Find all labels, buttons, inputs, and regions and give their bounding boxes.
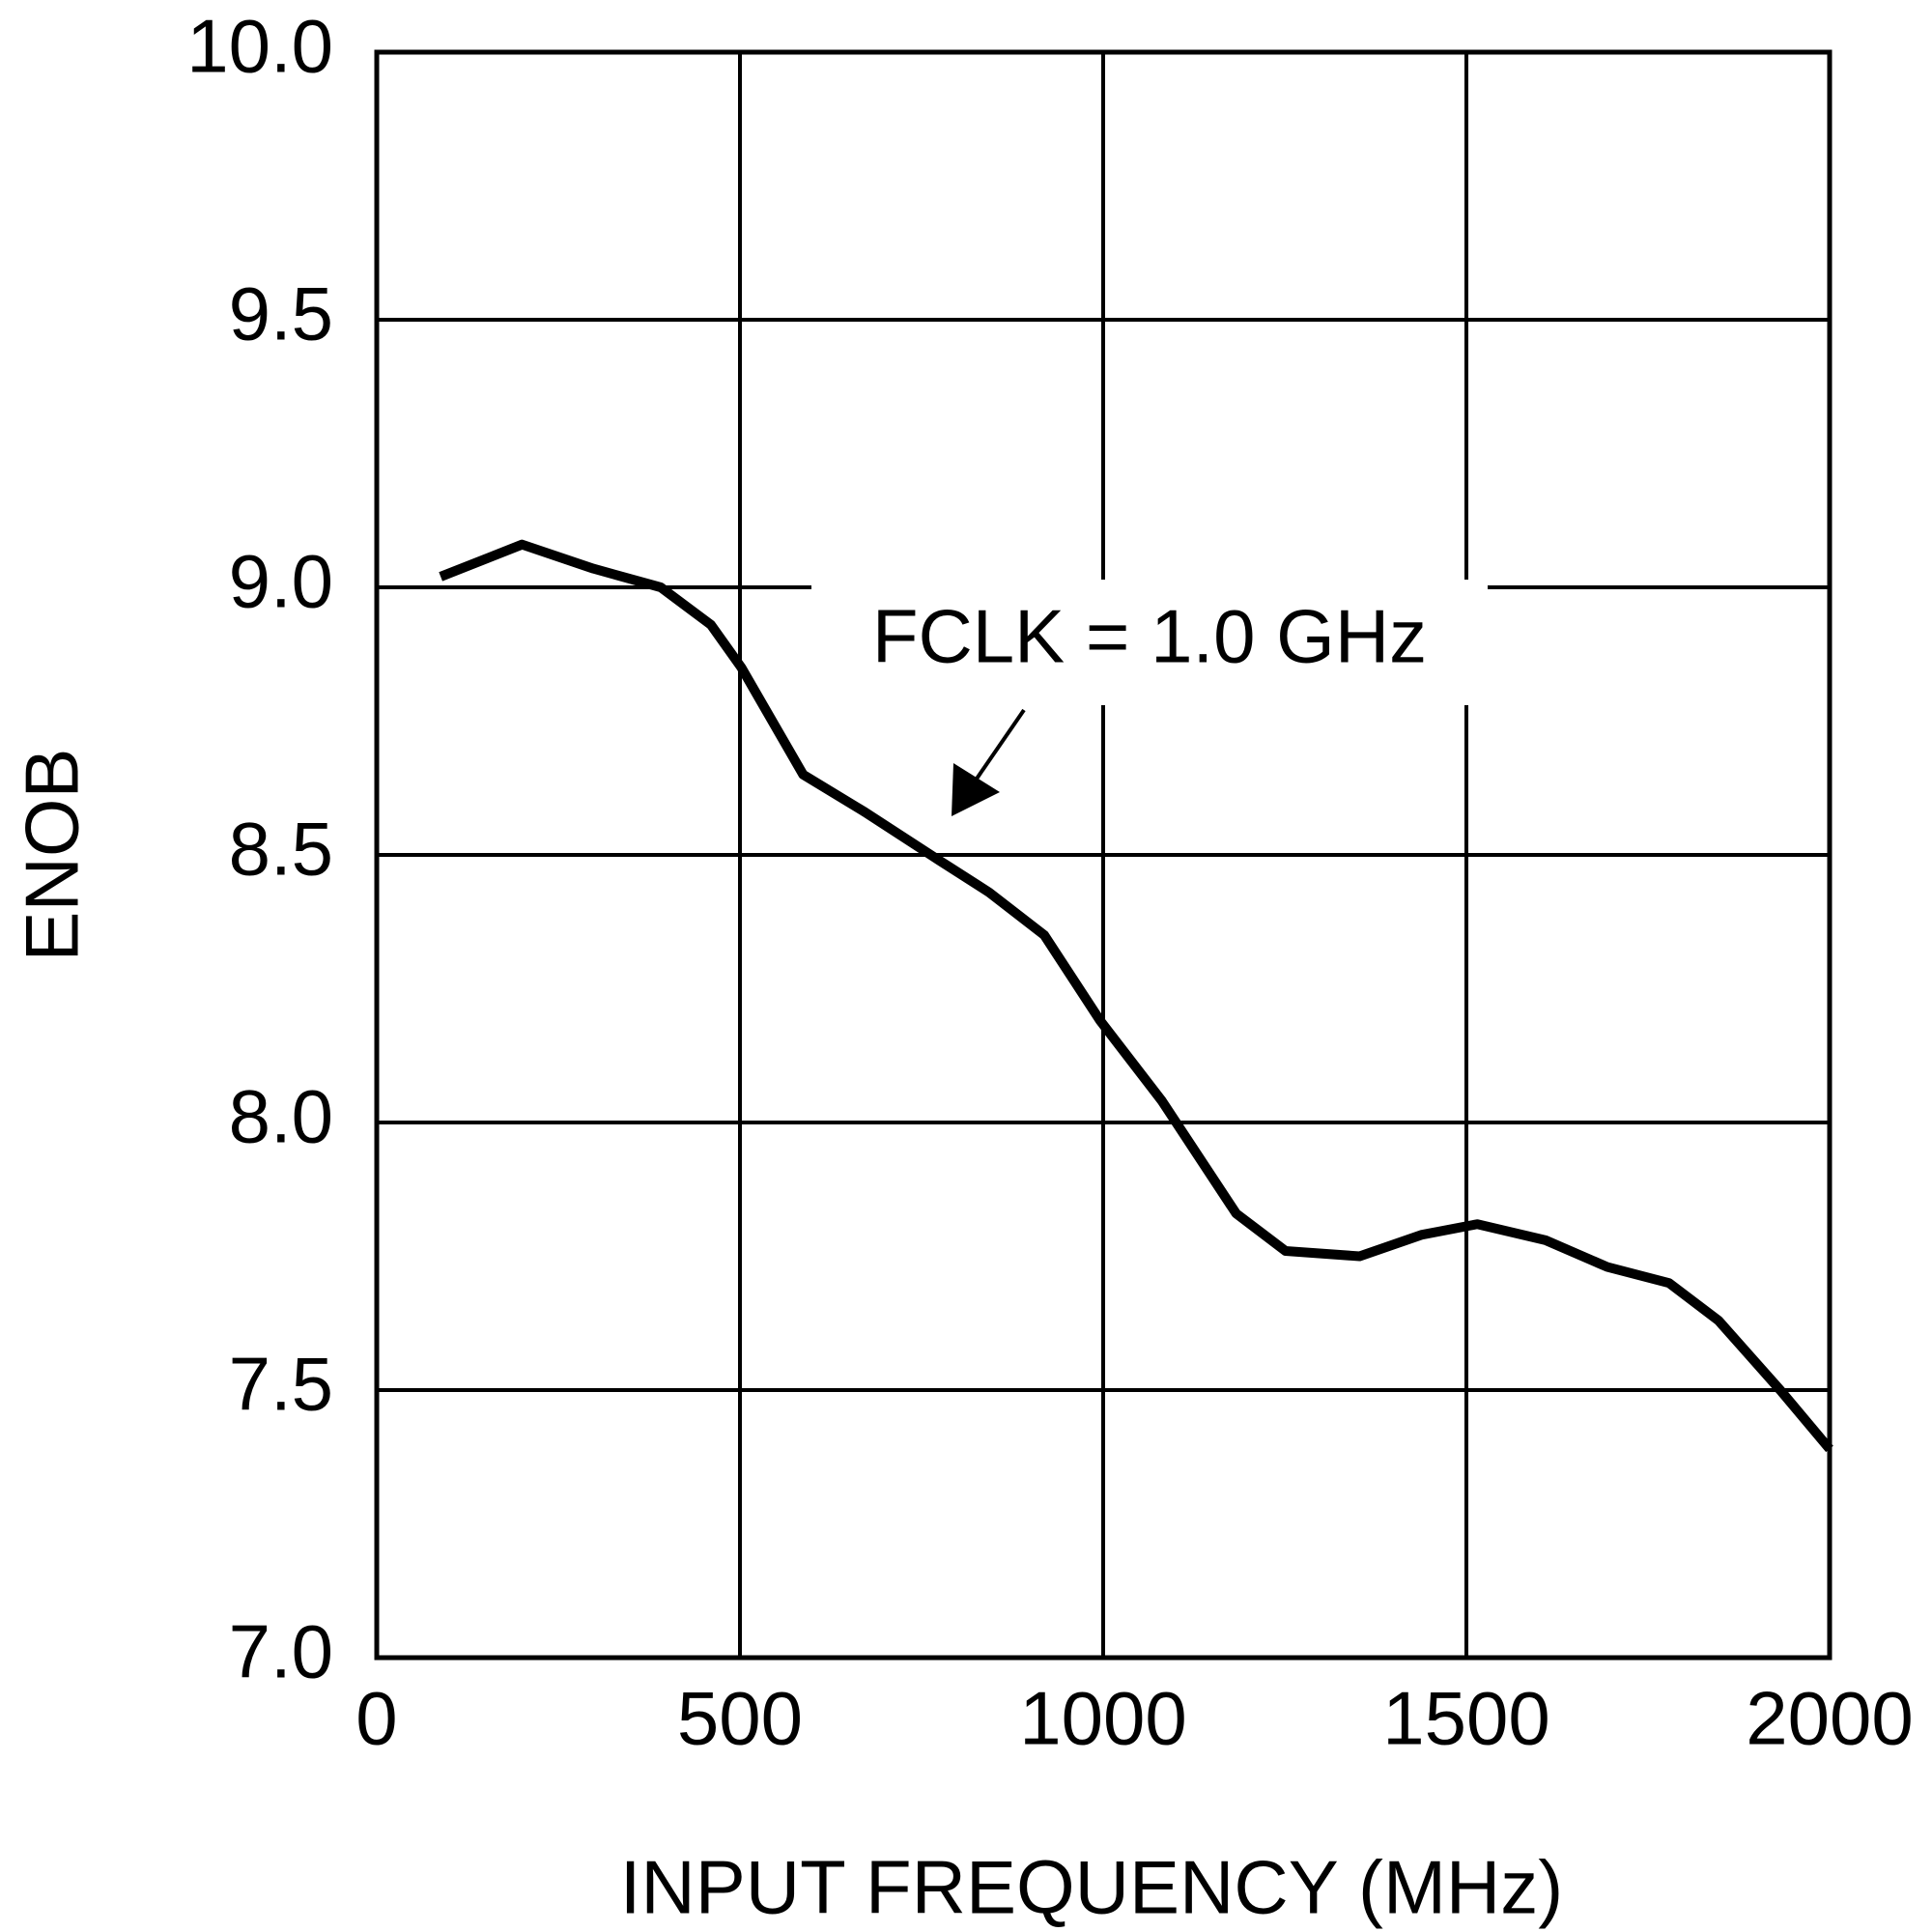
y-tick-label: 7.5 xyxy=(229,1342,333,1427)
annotation-background xyxy=(811,580,1488,705)
x-tick-label: 1500 xyxy=(1382,1676,1550,1761)
y-tick-label: 8.5 xyxy=(229,807,333,892)
x-tick-label: 0 xyxy=(355,1676,397,1761)
y-tick-label: 10.0 xyxy=(186,4,333,89)
x-tick-label: 1000 xyxy=(1019,1676,1187,1761)
y-tick-label: 8.0 xyxy=(229,1074,333,1159)
y-tick-label: 9.0 xyxy=(229,539,333,624)
data-line xyxy=(439,539,1833,1453)
arrow-head xyxy=(952,763,1000,816)
x-axis-title: INPUT FREQUENCY (MHz) xyxy=(620,1845,1564,1930)
y-tick-label: 7.0 xyxy=(229,1609,333,1694)
x-tick-label: 2000 xyxy=(1746,1676,1914,1761)
x-tick-label: 500 xyxy=(677,1676,803,1761)
annotation: FCLK = 1.0 GHz xyxy=(872,594,1427,679)
plot-frame xyxy=(374,49,1833,1661)
y-axis-title: ENOB xyxy=(10,748,95,961)
y-tick-label: 9.5 xyxy=(229,271,333,356)
